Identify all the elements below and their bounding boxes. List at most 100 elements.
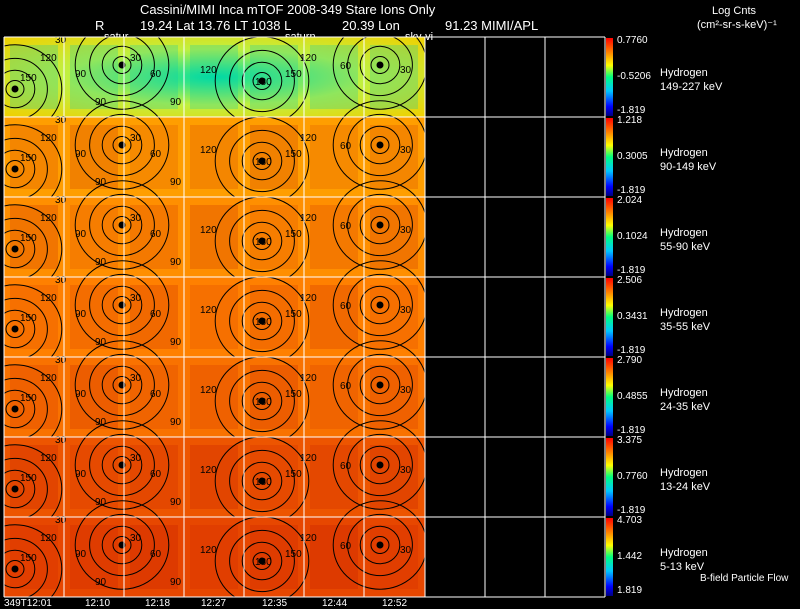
contour-label: 120 (200, 305, 217, 316)
contour-label: 30 (130, 533, 142, 544)
contour-line (347, 513, 413, 577)
contour-group (332, 260, 425, 350)
colorbar (606, 198, 613, 276)
contour-line (4, 549, 36, 589)
species-label: Hydrogen (660, 467, 708, 479)
contour-label: 150 (285, 149, 302, 160)
contour-center (11, 245, 19, 253)
contour-label: 180 (255, 157, 272, 168)
contour-label: 180 (255, 397, 272, 408)
contour-line (241, 541, 283, 581)
contour-line (4, 149, 36, 189)
colorbar-min-label: 1.819 (617, 585, 643, 596)
heatmap-cell (190, 445, 238, 509)
contour-center (258, 557, 266, 565)
contour-label: 90 (170, 97, 182, 108)
contour-label: 30 (55, 435, 67, 446)
contour-line (252, 472, 272, 490)
time-tick-label: 349T12:01 (4, 598, 52, 609)
contour-label: 90 (75, 549, 87, 560)
units-title: Log Cnts (712, 5, 757, 17)
contour-label: 120 (300, 213, 317, 224)
time-tick-label: 12:44 (322, 598, 348, 609)
contour-line (229, 49, 295, 113)
heatmap-cell (190, 365, 238, 429)
contour-label: 60 (340, 141, 352, 152)
contour-line (101, 525, 143, 565)
contour-line (229, 129, 295, 193)
heatmap-cell (10, 445, 58, 509)
contour-label: 90 (170, 257, 182, 268)
contour-line (241, 221, 283, 261)
contour-line (229, 369, 295, 433)
contour-group (332, 420, 425, 510)
heatmap-cell (130, 205, 178, 269)
contour-line (347, 353, 413, 417)
colorbar-max-label: 2.506 (617, 275, 643, 286)
contour-center (376, 221, 384, 229)
time-tick-label: 12:52 (382, 598, 408, 609)
contour-label: 30 (130, 293, 142, 304)
colorbar (606, 518, 613, 596)
contour-group (74, 100, 170, 190)
colorbar-min-label: -1.819 (617, 185, 646, 196)
contour-line (5, 320, 25, 338)
colorbar-mid-label: 0.4855 (617, 391, 648, 402)
contour-line (359, 45, 401, 85)
contour-center (376, 301, 384, 309)
contour-label: 30 (400, 305, 412, 316)
panel-heatmap (4, 277, 425, 357)
colorbar (606, 278, 613, 356)
contour-center (376, 541, 384, 549)
contour-label: 30 (130, 133, 142, 144)
heatmap-cell (10, 285, 58, 349)
contour-label: 150 (20, 553, 37, 564)
contour-line (5, 480, 25, 498)
contour-line (89, 353, 155, 417)
heatmap-cell (130, 445, 178, 509)
colorbar-max-label: 3.375 (617, 435, 643, 446)
heatmap-cell (190, 205, 238, 269)
contour-label: 90 (170, 177, 182, 188)
contour-label: 120 (200, 545, 217, 556)
contour-line (74, 500, 170, 590)
contour-label: 60 (150, 229, 162, 240)
contour-center (11, 165, 19, 173)
contour-line (74, 340, 170, 430)
contour-label: 30 (400, 465, 412, 476)
colorbar-max-label: 2.024 (617, 195, 643, 206)
contour-line (229, 289, 295, 353)
contour-label: 60 (340, 541, 352, 552)
contour-label: 120 (300, 293, 317, 304)
contour-label: 90 (170, 337, 182, 348)
contour-label: 60 (340, 381, 352, 392)
contour-line (241, 461, 283, 501)
contour-label: 90 (95, 257, 107, 268)
contour-center (376, 381, 384, 389)
contour-label: 150 (285, 309, 302, 320)
contour-line (359, 445, 401, 485)
colorbar-min-label: -1.819 (617, 505, 646, 516)
contour-label: 60 (150, 309, 162, 320)
contour-line (332, 500, 425, 590)
colorbar (606, 38, 613, 116)
species-label: Hydrogen (660, 387, 708, 399)
contour-label: 90 (75, 469, 87, 480)
contour-line (347, 113, 413, 177)
contour-line (332, 37, 425, 110)
heatmap-cell (10, 365, 58, 429)
heatmap-cell (250, 45, 298, 109)
contour-line (101, 125, 143, 165)
energy-label: 149-227 keV (660, 81, 723, 93)
contour-line (112, 376, 132, 394)
contour-line (347, 273, 413, 337)
colorbar-mid-label: 0.3431 (617, 311, 648, 322)
contour-line (347, 37, 413, 97)
heatmap-cell (70, 365, 118, 429)
time-tick-label: 12:27 (201, 598, 227, 609)
contour-label: 150 (20, 73, 37, 84)
time-tick-label: 12:18 (145, 598, 171, 609)
